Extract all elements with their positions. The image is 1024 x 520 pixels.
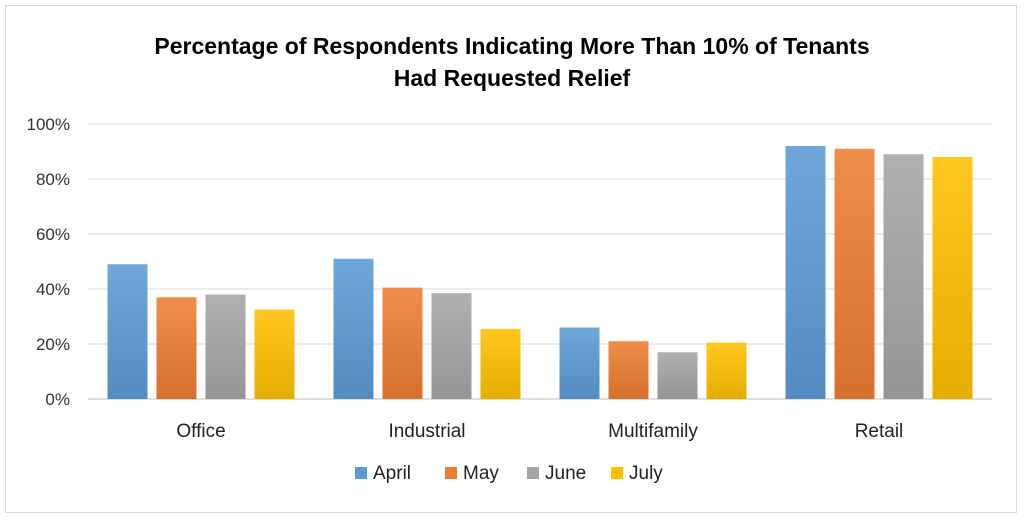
- legend-swatch: [527, 467, 539, 479]
- bar-april-multifamily: [559, 327, 600, 399]
- bar-april-industrial: [333, 258, 374, 399]
- x-category-label: Industrial: [388, 421, 465, 442]
- bar-june-multifamily: [657, 352, 698, 399]
- bar-july-retail: [932, 157, 973, 399]
- legend-swatch: [355, 467, 367, 479]
- y-tick-label: 60%: [36, 225, 70, 244]
- bar-june-retail: [883, 154, 924, 399]
- bar-july-office: [254, 309, 295, 399]
- legend: April May June July: [355, 463, 663, 484]
- x-category-label: Retail: [855, 421, 904, 442]
- bar-july-industrial: [480, 328, 521, 399]
- chart-title-line-1: Percentage of Respondents Indicating Mor…: [154, 33, 870, 59]
- bar-june-office: [205, 294, 246, 399]
- bar-july-multifamily: [706, 342, 747, 399]
- y-tick-label: 0%: [45, 390, 70, 409]
- y-tick-label: 100%: [27, 115, 70, 134]
- bar-may-multifamily: [608, 341, 649, 399]
- bar-may-retail: [834, 148, 875, 399]
- legend-label: May: [463, 463, 499, 484]
- legend-item-june: June: [527, 463, 586, 484]
- y-axis-ticks: 0% 20% 40% 60% 80% 100%: [27, 115, 70, 409]
- chart-title-line-2: Had Requested Relief: [393, 65, 631, 91]
- legend-item-april: April: [355, 463, 411, 484]
- legend-label: June: [545, 463, 586, 484]
- bar-april-retail: [785, 146, 826, 399]
- bar-april-office: [107, 264, 148, 399]
- legend-label: April: [373, 463, 411, 484]
- bar-may-office: [156, 297, 197, 399]
- y-tick-label: 80%: [36, 170, 70, 189]
- x-axis-categories: Office Industrial Multifamily Retail: [176, 421, 903, 442]
- chart-title: Percentage of Respondents Indicating Mor…: [0, 30, 1024, 94]
- bar-june-industrial: [431, 293, 472, 399]
- bar-may-industrial: [382, 287, 423, 399]
- y-tick-label: 20%: [36, 335, 70, 354]
- legend-swatch: [611, 467, 623, 479]
- legend-swatch: [445, 467, 457, 479]
- legend-item-may: May: [445, 463, 499, 484]
- x-category-label: Multifamily: [608, 421, 698, 442]
- legend-label: July: [629, 463, 663, 484]
- x-category-label: Office: [176, 421, 225, 442]
- y-tick-label: 40%: [36, 280, 70, 299]
- legend-item-july: July: [611, 463, 663, 484]
- bar-series: [107, 146, 973, 399]
